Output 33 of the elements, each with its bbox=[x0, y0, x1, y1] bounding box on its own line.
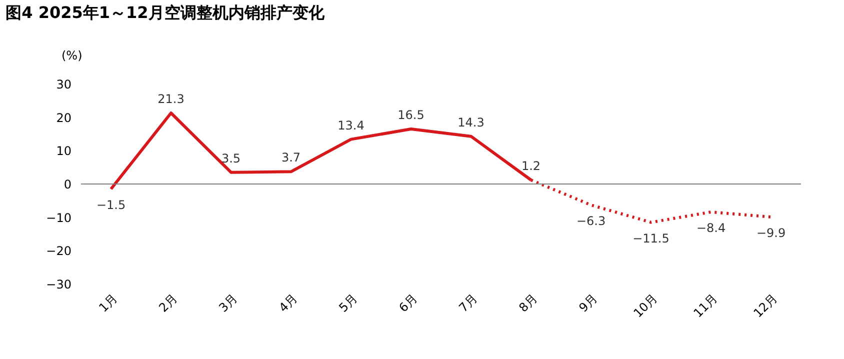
data-label: −1.5 bbox=[96, 198, 126, 212]
y-tick-label: 20 bbox=[56, 110, 72, 125]
x-tick-label: 1月 bbox=[96, 291, 120, 315]
x-tick-label: 5月 bbox=[336, 291, 360, 315]
y-tick-label: 30 bbox=[56, 78, 72, 92]
x-tick-label: 12月 bbox=[750, 291, 780, 320]
chart-title: 图4 2025年1～12月空调整机内销排产变化 bbox=[6, 3, 326, 22]
data-label: 14.3 bbox=[458, 115, 484, 130]
data-label: 3.5 bbox=[221, 151, 241, 166]
data-label: 13.4 bbox=[338, 118, 364, 132]
y-tick-label: 10 bbox=[56, 144, 72, 158]
x-tick-label: 7月 bbox=[456, 291, 480, 315]
data-label: −11.5 bbox=[632, 231, 670, 246]
x-tick-label: 4月 bbox=[276, 291, 300, 315]
x-tick-label: 8月 bbox=[516, 291, 540, 315]
x-tick-label: 2月 bbox=[156, 291, 180, 315]
y-tick-label: 0 bbox=[64, 178, 72, 192]
data-label: −6.3 bbox=[576, 214, 606, 228]
x-tick-label: 6月 bbox=[396, 291, 420, 315]
data-label: 21.3 bbox=[158, 92, 184, 106]
x-tick-label: 10月 bbox=[630, 291, 660, 320]
data-label: −9.9 bbox=[756, 226, 786, 240]
y-tick-label: −30 bbox=[46, 278, 72, 292]
y-tick-label: −10 bbox=[46, 210, 72, 225]
x-tick-label: 3月 bbox=[216, 291, 240, 315]
x-tick-label: 9月 bbox=[576, 291, 600, 315]
x-tick-label: 11月 bbox=[690, 291, 720, 320]
y-axis-title: (%) bbox=[62, 48, 82, 62]
data-label: 1.2 bbox=[521, 159, 541, 173]
data-label: 3.7 bbox=[281, 150, 301, 165]
data-label: −8.4 bbox=[696, 221, 726, 235]
y-tick-label: −20 bbox=[46, 244, 72, 258]
data-label: 16.5 bbox=[398, 108, 424, 122]
